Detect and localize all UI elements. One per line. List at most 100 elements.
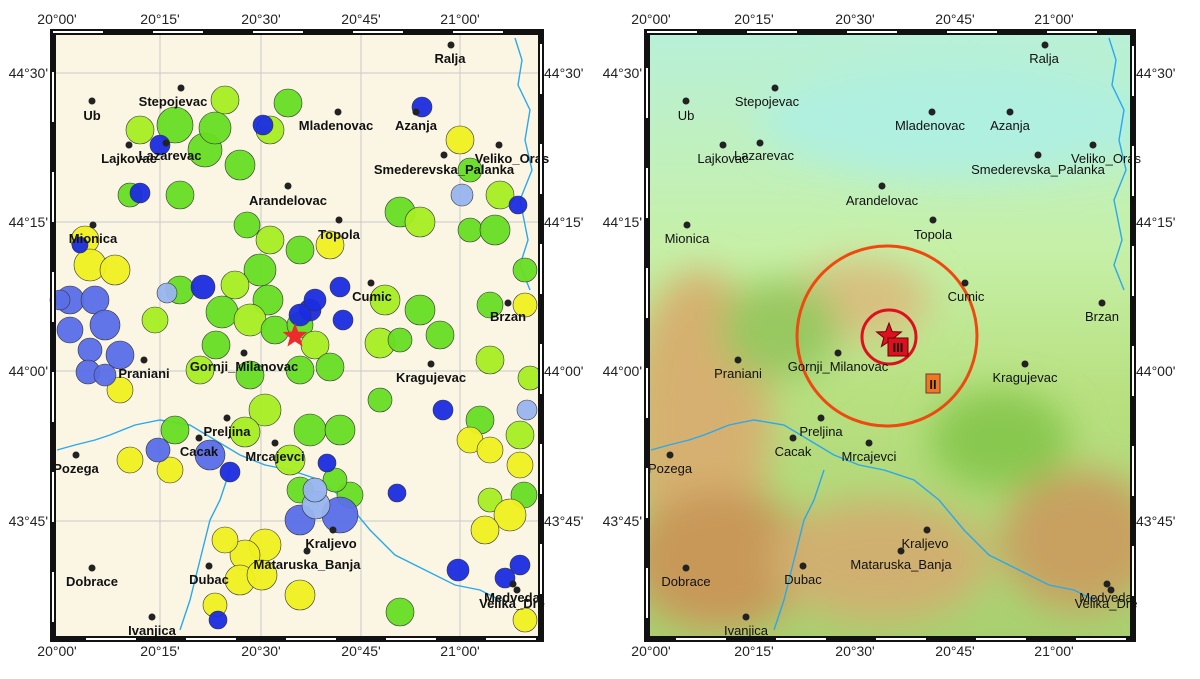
- town-dot: [334, 108, 342, 116]
- felt-report: [219, 461, 241, 483]
- felt-report: [516, 399, 538, 421]
- town-label: Cacak: [775, 444, 812, 459]
- town-dot: [682, 97, 690, 105]
- felt-report: [512, 292, 538, 318]
- town-label: Ralja: [434, 51, 466, 66]
- y-tick-label: 43°45': [603, 513, 642, 529]
- town-label: Mladenovac: [299, 118, 373, 133]
- town-dot: [303, 547, 311, 555]
- town-label: Lazarevac: [734, 148, 794, 163]
- felt-report: [71, 236, 89, 254]
- town-label: Veliko_Oras: [1071, 151, 1142, 166]
- felt-report: [457, 217, 483, 243]
- epicenter: [282, 323, 308, 347]
- town-label: Mrcajevci: [842, 449, 897, 464]
- town-label: Lajkovac: [697, 151, 749, 166]
- felt-report: [224, 149, 256, 181]
- town-dot: [223, 414, 231, 422]
- town-label: Pozega: [648, 461, 693, 476]
- town-label: Kragujevac: [992, 370, 1058, 385]
- town-dot: [1006, 108, 1014, 116]
- town-dot: [140, 356, 148, 364]
- town-label: Preljina: [799, 424, 843, 439]
- y-tick-label: 44°30': [1136, 65, 1175, 81]
- felt-report: [457, 157, 483, 183]
- x-tick-label: 21°00': [440, 643, 479, 659]
- town-label: Ivanjica: [128, 623, 176, 638]
- x-tick-label: 21°00': [1034, 643, 1073, 659]
- felt-report: [205, 295, 239, 329]
- felt-report: [145, 437, 171, 463]
- intensity-ring: [860, 308, 918, 366]
- town-label: Azanja: [395, 118, 438, 133]
- river: [773, 469, 825, 631]
- town-dot: [719, 141, 727, 149]
- town-label: Stepojevac: [735, 94, 800, 109]
- felt-report: [284, 579, 316, 611]
- town-dot: [329, 526, 337, 534]
- felt-report: [210, 85, 240, 115]
- x-tick-label: 20°45': [935, 11, 974, 27]
- river: [56, 434, 111, 451]
- x-tick-label: 20°45': [341, 643, 380, 659]
- felt-report: [273, 88, 303, 118]
- town-dot: [72, 451, 80, 459]
- y-tick-label: 44°00': [1136, 363, 1175, 379]
- town-label: Medveda: [1079, 590, 1133, 605]
- town-dot: [923, 526, 931, 534]
- felt-report: [129, 182, 151, 204]
- felt-report: [260, 315, 290, 345]
- y-tick-label: 44°30': [9, 65, 48, 81]
- felt-report: [285, 235, 315, 265]
- town-dot: [427, 360, 435, 368]
- felt-report: [252, 284, 284, 316]
- x-tick-label: 20°15': [140, 11, 179, 27]
- town-label: Gornji_Milanovac: [788, 359, 889, 374]
- map-frame-check: [646, 31, 1134, 640]
- town-dot: [1107, 586, 1115, 594]
- town-dot: [1041, 41, 1049, 49]
- felt-report: [156, 106, 194, 144]
- town-label: Mionica: [665, 231, 711, 246]
- town-label: Lazarevac: [139, 148, 202, 163]
- felt-report: [156, 456, 184, 484]
- felt-report: [274, 444, 306, 476]
- town-label: Dubac: [189, 572, 229, 587]
- town-label: Praniani: [714, 366, 762, 381]
- town-dot: [789, 434, 797, 442]
- felt-report: [116, 446, 144, 474]
- town-label: Arandelovac: [846, 193, 919, 208]
- y-tick-label: 44°00': [9, 363, 48, 379]
- town-dot: [1089, 141, 1097, 149]
- town-label: Dubac: [784, 572, 822, 587]
- town-dot: [162, 139, 170, 147]
- town-dot: [897, 547, 905, 555]
- town-label: Stepojevac: [139, 94, 208, 109]
- map-frame-check: [52, 31, 542, 640]
- town-dot: [683, 221, 691, 229]
- town-dot: [1098, 299, 1106, 307]
- x-tick-label: 20°00': [631, 643, 670, 659]
- felt-report: [198, 111, 232, 145]
- intensity-box: [925, 373, 941, 394]
- town-dot: [412, 108, 420, 116]
- town-dot: [682, 564, 690, 572]
- x-tick-label: 21°00': [1034, 11, 1073, 27]
- x-tick-label: 20°45': [935, 643, 974, 659]
- felt-report: [432, 399, 454, 421]
- felt-report: [99, 254, 131, 286]
- town-label: Velika_Dre: [479, 596, 545, 611]
- felt-report: [315, 230, 345, 260]
- felt-report: [404, 206, 436, 238]
- x-tick-label: 21°00': [440, 11, 479, 27]
- felt-report: [77, 337, 103, 363]
- town-dot: [878, 182, 886, 190]
- felt-report: [324, 414, 356, 446]
- felt-report: [425, 320, 455, 350]
- y-tick-label: 44°15': [603, 214, 642, 230]
- felt-report: [248, 393, 282, 427]
- town-dot: [1021, 360, 1029, 368]
- town-label: Arandelovac: [249, 193, 327, 208]
- x-tick-label: 20°15': [734, 11, 773, 27]
